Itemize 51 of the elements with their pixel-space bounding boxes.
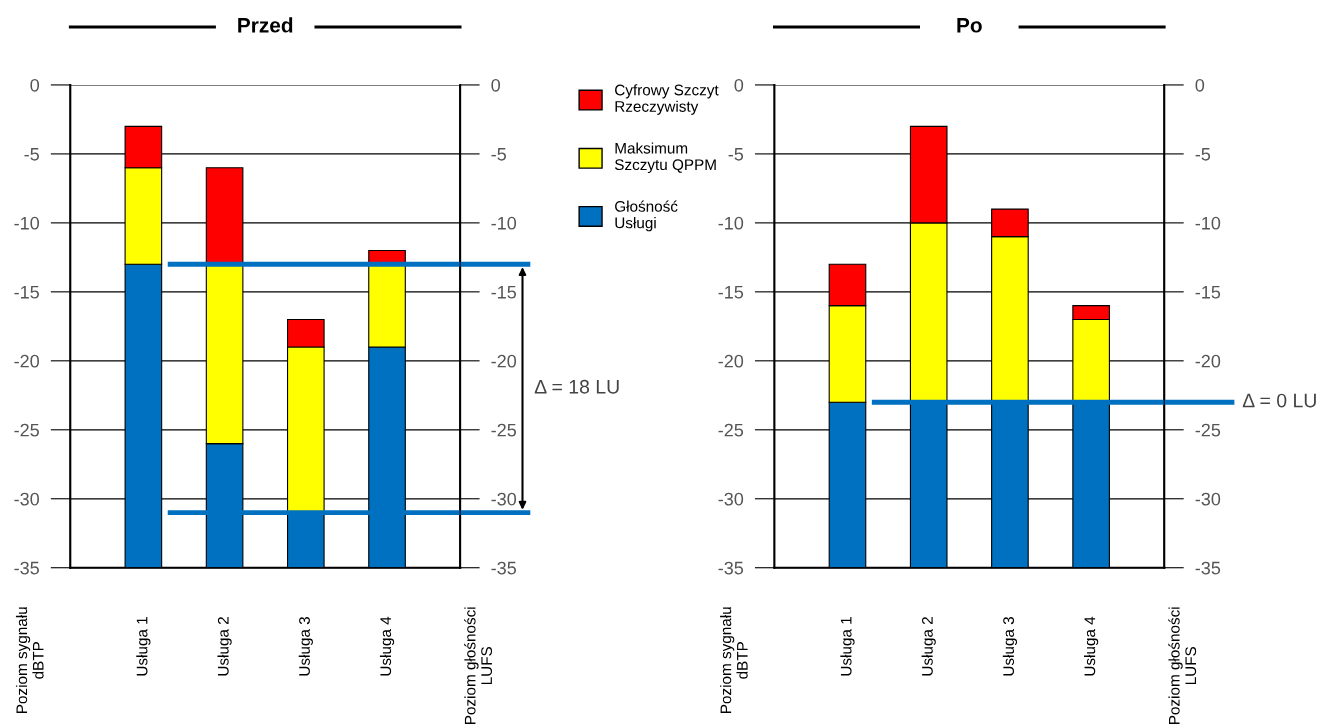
legend-label: Głośność Usługi [615, 200, 678, 232]
x-tick-label: Usługa 4 [379, 616, 395, 676]
y-tick-label: -10 [14, 216, 40, 230]
y2-tick-label: -25 [1195, 423, 1221, 437]
y-tick-label: -35 [14, 561, 39, 575]
y2-tick-label: 0 [491, 78, 501, 92]
x-tick-label: Usługa 1 [840, 617, 855, 676]
legend-label: Cyfrowy Szczyt Rzeczywisty [615, 84, 719, 115]
y-tick-label: -30 [14, 492, 40, 506]
y-tick-label: 0 [734, 78, 744, 92]
y2-tick-label: 0 [1195, 78, 1205, 92]
y2-tick-label: -15 [491, 285, 517, 299]
chart-title: Po [957, 18, 982, 33]
y-tick-label: -20 [718, 354, 744, 368]
y-axis-title: Poziom sygnału dBTP [720, 607, 748, 713]
y-tick-label: -25 [14, 423, 39, 437]
y-tick-label: -15 [718, 285, 744, 299]
y2-tick-label: -30 [491, 492, 517, 506]
y2-tick-label: -5 [1195, 148, 1211, 161]
y2-axis-title: Poziom głośności LUFS [1168, 607, 1197, 724]
y2-tick-label: -20 [491, 354, 517, 368]
y-tick-label: -25 [718, 423, 744, 437]
y2-tick-label: -10 [1195, 216, 1221, 230]
x-tick-label: Usługa 1 [136, 617, 151, 676]
y-tick-label: -5 [24, 148, 39, 161]
x-tick-label: Usługa 2 [217, 617, 232, 676]
y-tick-label: 0 [30, 78, 40, 92]
x-tick-label: Usługa 4 [1084, 616, 1099, 676]
y-tick-label: -20 [14, 354, 40, 368]
legend-label: Maksimum Szczytu QPPM [614, 142, 716, 174]
y2-tick-label: -35 [491, 561, 517, 575]
y-tick-label: -10 [718, 216, 744, 230]
chart-title: Przed [238, 17, 293, 33]
y2-axis-title: Poziom głośności LUFS [464, 607, 493, 724]
y2-tick-label: -10 [491, 216, 517, 230]
y2-tick-label: -5 [491, 148, 506, 161]
y-tick-label: -35 [718, 561, 744, 575]
y-tick-label: -30 [718, 492, 744, 506]
x-tick-label: Usługa 3 [1002, 617, 1018, 676]
text: Δ = 18 LU [534, 379, 619, 394]
y-axis-title: Poziom sygnału dBTP [15, 607, 44, 713]
x-tick-label: Usługa 3 [298, 617, 313, 676]
y-tick-label: -15 [14, 285, 39, 299]
y2-tick-label: -15 [1195, 285, 1221, 299]
y-tick-label: -5 [728, 148, 744, 161]
y2-tick-label: -25 [491, 423, 517, 437]
y2-tick-label: -35 [1195, 561, 1221, 575]
text: Δ = 0 LU [1242, 393, 1316, 408]
y2-tick-label: -20 [1195, 354, 1221, 368]
y2-tick-label: -30 [1195, 492, 1221, 506]
x-tick-label: Usługa 2 [921, 617, 936, 676]
